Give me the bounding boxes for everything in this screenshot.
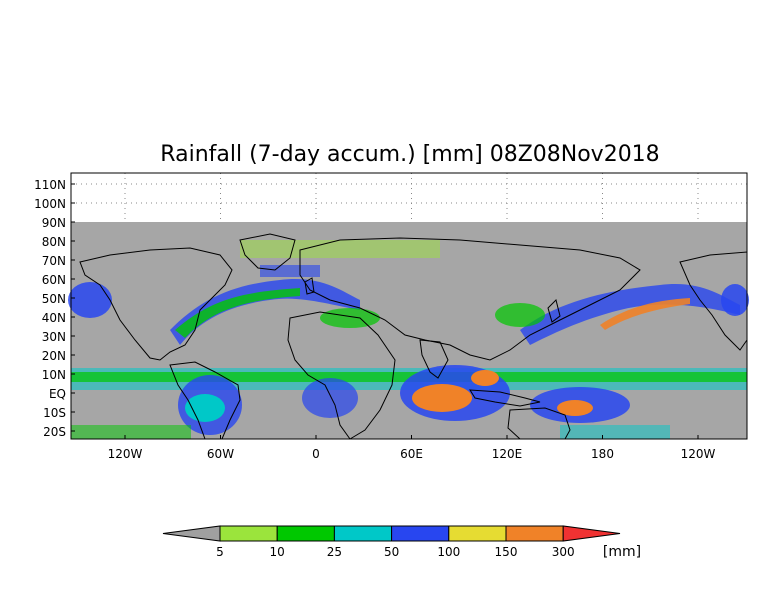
north-america-outline [79,247,233,361]
colorbar-tick-label: 150 [495,545,518,559]
colorbar-tick-label: 10 [270,545,285,559]
colorbar: 5 10 25 50 100 150 300 [162,525,621,559]
colorbar-tick-label: 100 [437,545,460,559]
colorbar-segment [162,525,221,542]
latitude-label: 70N [42,254,66,268]
longitude-labels: 120W 60W 0 60E 120E 180 120W [108,435,716,461]
indonesia-outline [469,389,541,407]
colorbar-units: [mm] [603,544,641,560]
colorbar-segment [276,525,335,542]
colorbar-segment [562,525,621,542]
uk-outline [304,277,315,295]
latitude-label: 20S [43,425,66,439]
longitude-label: 60E [400,447,423,461]
latitude-label: 100N [34,197,66,211]
india-outline [419,339,449,379]
latitude-label: 20N [42,349,66,363]
colorbar-tick-label: 50 [384,545,399,559]
colorbar-segment [219,525,278,542]
map-body [68,222,749,440]
grid-lines [71,173,747,222]
latitude-label: EQ [49,387,66,401]
latitude-label: 110N [34,178,66,192]
australia-outline [507,407,571,440]
africa-outline [287,311,396,440]
latitude-label: 40N [42,311,66,325]
greenland-outline [239,233,296,271]
longitude-label: 120W [681,447,716,461]
colorbar-segment [333,525,393,542]
japan-outline [547,299,561,323]
map-border [70,172,748,440]
colorbar-segment [448,525,507,542]
colorbar-tick-label: 5 [216,545,224,559]
longitude-label: 60W [207,447,234,461]
latitude-label: 10S [43,406,66,420]
longitude-label: 120E [492,447,523,461]
coastlines [79,233,748,440]
north-america-wrap-outline [679,251,748,351]
latitude-label: 30N [42,330,66,344]
latitude-label: 10N [42,368,66,382]
map-title: Rainfall (7-day accum.) [mm] 08Z08Nov201… [160,142,659,167]
eurasia-outline [299,237,641,361]
latitude-label: 90N [42,216,66,230]
longitude-label: 180 [591,447,614,461]
colorbar-segment [391,525,450,542]
latitude-label: 80N [42,235,66,249]
latitude-labels: 110N 100N 90N 80N 70N 60N 50N 40N 30N 20N 10N EQ 10S… [34,178,75,439]
south-america-outline [169,361,241,440]
colorbar-tick-label: 25 [327,545,342,559]
colorbar-segment [505,525,564,542]
latitude-label: 50N [42,292,66,306]
longitude-label: 0 [312,447,320,461]
longitude-label: 120W [108,447,143,461]
latitude-label: 60N [42,273,66,287]
colorbar-tick-label: 300 [552,545,575,559]
